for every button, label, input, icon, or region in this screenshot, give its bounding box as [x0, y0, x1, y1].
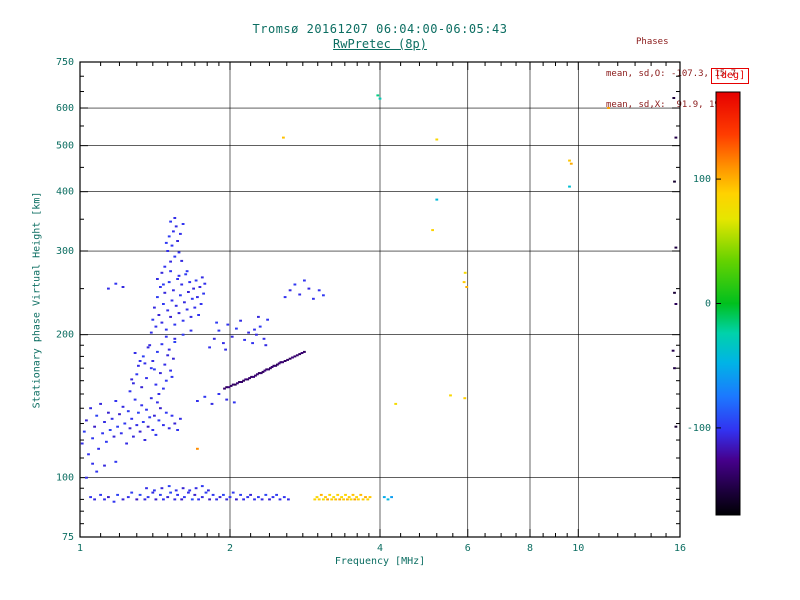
colorbar-tick-label: -100	[687, 423, 711, 434]
phase-stats-o-mode: mean, sd,O: -107.3, 15.7	[606, 68, 737, 79]
x-tick-label: 4	[377, 543, 383, 554]
y-tick-label: 400	[56, 187, 74, 198]
y-tick-label: 100	[56, 473, 74, 484]
grid-lines	[80, 62, 680, 537]
x-tick-label: 2	[227, 543, 233, 554]
y-tick-label: 200	[56, 330, 74, 341]
scatter-points	[80, 94, 678, 503]
y-tick-label: 500	[56, 141, 74, 152]
colorbar-tick-label: 0	[705, 299, 711, 310]
x-tick-label: 10	[572, 543, 584, 554]
x-tick-label: 6	[465, 543, 471, 554]
x-tick-label: 16	[674, 543, 686, 554]
y-axis-title: Stationary phase Virtual Height [km]	[31, 191, 43, 409]
y-tick-label: 75	[62, 532, 74, 543]
y-tick-label: 600	[56, 103, 74, 114]
colorbar-unit-label: [deg]	[711, 68, 750, 84]
plot-frame	[79, 61, 681, 538]
phase-stats-header: Phases	[636, 37, 669, 47]
x-tick-label: 8	[527, 543, 533, 554]
x-tick-label: 1	[77, 543, 83, 554]
y-tick-label: 750	[56, 57, 74, 68]
plot-subtitle: RwPretec (8p)	[333, 37, 427, 51]
plot-title: Tromsø 20161207 06:04:00-06:05:43	[252, 22, 508, 36]
axis-ticks	[79, 61, 681, 538]
x-axis-title: Frequency [MHz]	[334, 556, 426, 567]
colorbar-tick-label: 100	[693, 174, 711, 185]
tick-labels: 1 2 4 6 8 10 16 750 600 500 400 300 200 100 75 100 0 -100	[56, 57, 711, 554]
y-tick-label: 300	[56, 246, 74, 257]
